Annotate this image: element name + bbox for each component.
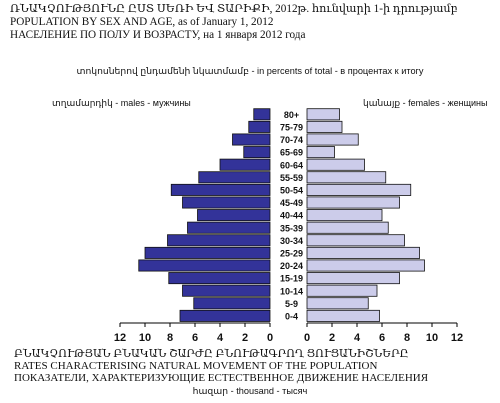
male-bar-75-79 xyxy=(248,120,271,133)
female-bar-60-64 xyxy=(306,158,365,171)
male-bar-45-49 xyxy=(182,196,271,209)
male-bar-55-59 xyxy=(198,171,271,184)
male-bar-20-24 xyxy=(138,259,271,272)
age-label: 25-29 xyxy=(280,249,303,259)
female-bar-40-44 xyxy=(306,209,383,222)
males-bars xyxy=(138,108,271,322)
male-bar-60-64 xyxy=(219,158,271,171)
tick-labels: 12 10 8 6 4 2 0 0 2 4 6 8 10 12 xyxy=(114,332,463,344)
male-bar-35-39 xyxy=(187,221,271,234)
footer-english: RATES CHARACTERISING NATURAL MOVEMENT OF… xyxy=(14,360,378,372)
age-label: 70-74 xyxy=(280,135,303,145)
male-bar-0-4 xyxy=(179,309,271,322)
title-russian: НАСЕЛЕНИЕ ПО ПОЛУ И ВОЗРАСТУ, на 1 январ… xyxy=(10,29,306,41)
male-bar-15-19 xyxy=(168,272,271,285)
female-bar-70-74 xyxy=(306,133,359,146)
male-bar-5-9 xyxy=(193,297,271,310)
female-bar-0-4 xyxy=(306,309,380,322)
male-bar-25-29 xyxy=(144,246,271,259)
female-bar-15-19 xyxy=(306,272,400,285)
tick-label: 0 xyxy=(304,332,310,344)
title-english: POPULATION BY SEX AND AGE, as of January… xyxy=(10,16,274,28)
male-bar-65-69 xyxy=(243,146,271,159)
tick-label: 4 xyxy=(217,332,224,344)
age-label: 0-4 xyxy=(285,312,298,322)
age-label: 55-59 xyxy=(280,173,303,183)
footer-armenian: ԲՆԱԿՉՈՒԹՅԱՆ ԲՆԱԿԱՆ ՇԱՐԺԸ ԲՆՈՒԹԱԳՐՈՂ ՑՈՒՑ… xyxy=(14,348,409,360)
age-label: 75-79 xyxy=(280,123,303,133)
tick-label: 10 xyxy=(139,332,151,344)
male-bar-80+ xyxy=(253,108,271,121)
males-label: տղամարդիկ - males - мужчины xyxy=(52,98,191,108)
age-label: 60-64 xyxy=(280,160,303,170)
age-label: 45-49 xyxy=(280,198,303,208)
tick-label: 10 xyxy=(426,332,438,344)
age-group-labels: 80+ 75-79 70-74 65-69 60-64 55-59 50-54 45-49 40… xyxy=(280,110,303,322)
age-label: 5-9 xyxy=(285,299,298,309)
male-bar-10-14 xyxy=(182,284,271,297)
tick-label: 8 xyxy=(404,332,410,344)
male-bar-50-54 xyxy=(170,183,271,196)
unit-caption: տոկոսներով ընդամենի նկատմամբ - in percen… xyxy=(76,66,424,76)
female-bar-45-49 xyxy=(306,196,400,209)
tick-label: 4 xyxy=(354,332,361,344)
female-bar-55-59 xyxy=(306,171,387,184)
tick-label: 8 xyxy=(167,332,173,344)
female-bar-35-39 xyxy=(306,221,389,234)
age-label: 10-14 xyxy=(280,286,303,296)
female-bar-25-29 xyxy=(306,246,420,259)
tick-label: 0 xyxy=(267,332,273,344)
tick-marks xyxy=(119,323,458,327)
age-label: 50-54 xyxy=(280,186,303,196)
females-label: կանայք - females - женщины xyxy=(363,98,488,108)
female-bar-65-69 xyxy=(306,146,335,159)
female-bar-50-54 xyxy=(306,183,412,196)
age-label: 80+ xyxy=(284,110,299,120)
female-bar-10-14 xyxy=(306,284,378,297)
thousand-caption: հազար - thousand - тысяч xyxy=(192,386,308,396)
female-bar-75-79 xyxy=(306,120,343,133)
age-label: 20-24 xyxy=(280,261,303,271)
female-bar-30-34 xyxy=(306,234,405,247)
tick-label: 6 xyxy=(379,332,385,344)
age-label: 15-19 xyxy=(280,274,303,284)
title-armenian: ՌՆԱԿՉՈՒԹՅՈՒՆԸ ԸՍՏ ՍԵՌԻ ԵՎ ՏԱՐԻՔԻ, 2012թ.… xyxy=(10,3,458,15)
female-bar-20-24 xyxy=(306,259,425,272)
tick-label: 12 xyxy=(114,332,126,344)
footer-russian: ПОКАЗАТЕЛИ, ХАРАКТЕРИЗУЮЩИЕ ЕСТЕСТВЕННОЕ… xyxy=(14,372,429,384)
age-label: 30-34 xyxy=(280,236,303,246)
male-bar-30-34 xyxy=(167,234,271,247)
females-bars xyxy=(306,108,425,322)
tick-label: 2 xyxy=(329,332,335,344)
age-label: 40-44 xyxy=(280,211,303,221)
female-bar-5-9 xyxy=(306,297,369,310)
age-label: 65-69 xyxy=(280,148,303,158)
female-bar-80+ xyxy=(306,108,340,121)
male-bar-40-44 xyxy=(197,209,271,222)
tick-label: 2 xyxy=(242,332,248,344)
tick-label: 12 xyxy=(451,332,463,344)
male-bar-70-74 xyxy=(232,133,271,146)
tick-label: 6 xyxy=(192,332,198,344)
age-label: 35-39 xyxy=(280,223,303,233)
